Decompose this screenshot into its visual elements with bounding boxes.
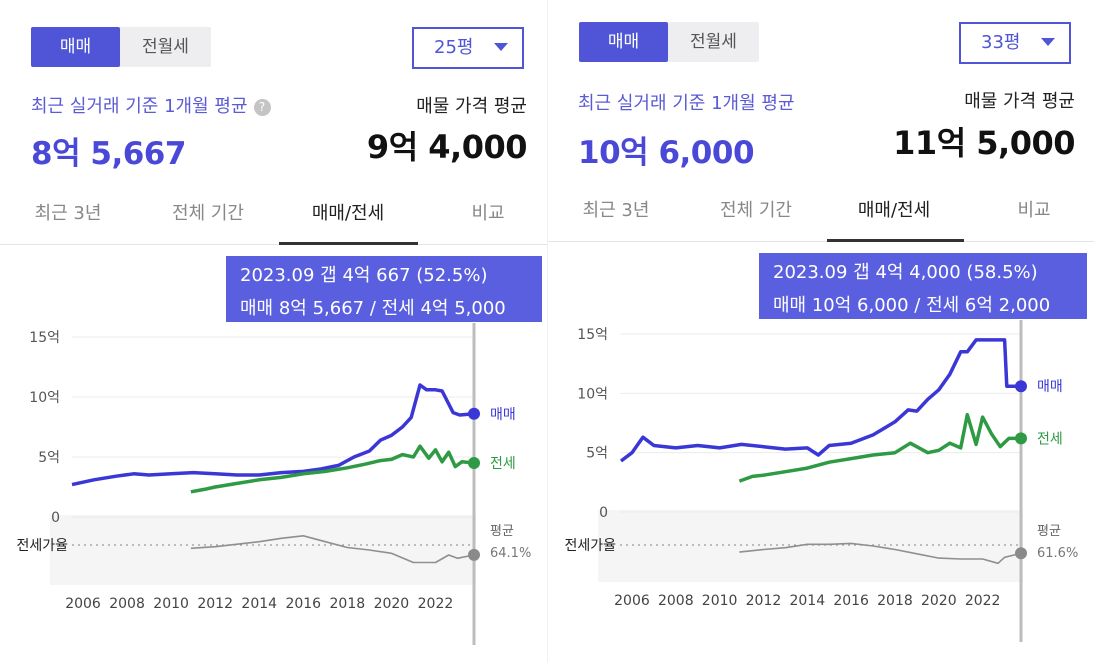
tab-recent-3y[interactable]: 최근 3년 [34,203,102,224]
x-tick-label: 2012 [746,593,782,609]
recent-avg-label: 최근 실거래 기준 1개월 평균 [578,89,795,115]
jeonse-end-label: 전세 [490,456,516,472]
x-tick-label: 2018 [877,593,913,609]
tab-compare[interactable]: 비교 [1017,200,1051,221]
size-select-value: 25평 [434,37,474,58]
ratio-band [598,510,1023,582]
x-tick-label: 2020 [374,596,410,612]
size-select[interactable]: 25평 [412,27,524,69]
ratio-end-value: 61.6% [1037,546,1078,561]
ratio-end-value: 64.1% [490,546,531,561]
recent-avg-label: 최근 실거래 기준 1개월 평균? [31,92,271,118]
x-tick-label: 2010 [153,596,189,612]
y-tick-label: 0 [599,505,608,521]
series-jeonse-line [190,444,475,494]
tab-rent[interactable]: 전월세 [142,37,189,57]
x-tick-label: 2022 [418,596,454,612]
active-tab-underline [827,239,964,242]
y-tick-label: 5억 [586,446,608,462]
y-tick-label: 15억 [577,327,608,343]
ratio-axis-label: 전세가율 [16,538,68,554]
tooltip-line-2: 매매 10억 6,000 / 전세 6억 2,000 [773,295,1051,316]
y-tick-label: 5억 [38,450,60,466]
sale-end-label: 매매 [1037,379,1063,395]
panel-33: 매매 전월세 33평 최근 실거래 기준 1개월 평균 10억 6,000 매물… [547,0,1094,662]
series-ratio-line [190,534,475,564]
series-ratio-point [1015,547,1027,560]
trade-type-toggle: 매매 전월세 [579,22,759,62]
tab-sale[interactable]: 매매 [31,27,120,67]
ratio-axis-label: 전세가율 [564,538,616,554]
chevron-down-icon [494,43,508,51]
tab-all-period[interactable]: 전체 기간 [172,203,244,224]
listing-avg-label: 매물 가격 평균 [416,96,527,117]
series-jeonse-point [468,457,480,469]
listing-avg-value: 11억 5,000 [893,124,1075,162]
sale-end-label: 매매 [490,407,516,423]
panel-25: 매매 전월세 25평 최근 실거래 기준 1개월 평균? 8억 5,667 매물… [0,27,547,662]
trade-type-toggle: 매매 전월세 [31,27,211,67]
y-tick-label: 10억 [577,386,608,402]
y-tick-label: 0 [51,510,60,526]
tooltip-line-2: 매매 8억 5,667 / 전세 4억 5,000 [240,298,506,319]
x-tick-label: 2020 [921,593,957,609]
size-select[interactable]: 33평 [959,22,1071,64]
ratio-band [50,515,476,585]
price-chart-25[interactable]: 15억 10억 5억 0 2006 2008 2010 2012 2014 2016 2018 202… [0,245,547,662]
series-sale-line [619,338,1021,463]
tab-sale-jeonse[interactable]: 매매/전세 [857,200,931,221]
x-tick-label: 2008 [109,596,145,612]
series-sale-point [1015,380,1027,393]
x-tick-label: 2006 [65,596,101,612]
listing-avg-label: 매물 가격 평균 [964,91,1075,112]
x-tick-label: 2010 [702,593,738,609]
tab-recent-3y[interactable]: 최근 3년 [582,200,650,221]
jeonse-end-label: 전세 [1037,431,1063,447]
recent-avg-label-text: 최근 실거래 기준 1개월 평균 [578,93,795,114]
series-sale-point [468,407,480,420]
chart-tooltip: 2023.09 갭 4억 667 (52.5%) 매매 8억 5,667 / 전… [226,256,542,322]
series-jeonse-point [1015,432,1027,445]
tab-rent[interactable]: 전월세 [690,32,737,52]
chart-tooltip: 2023.09 갭 4억 4,000 (58.5%) 매매 10억 6,000 … [759,253,1087,319]
x-tick-label: 2016 [833,593,869,609]
x-tick-label: 2014 [789,593,825,609]
series-ratio-point [468,548,480,561]
x-tick-label: 2012 [197,596,233,612]
period-tabs: 최근 3년 전체 기간 매매/전세 비교 [0,188,547,245]
listing-avg-value: 9억 4,000 [366,128,528,166]
x-tick-label: 2018 [330,596,366,612]
series-ratio-line [739,542,1022,565]
x-tick-label: 2006 [614,593,650,609]
tab-all-period[interactable]: 전체 기간 [720,200,792,221]
x-tick-label: 2016 [285,596,321,612]
x-tick-label: 2008 [658,593,694,609]
ratio-end-label: 평균 [490,524,514,539]
tooltip-line-1: 2023.09 갭 4억 4,000 (58.5%) [773,262,1038,283]
ratio-end-label: 평균 [1037,524,1061,539]
price-chart-33[interactable]: 15억 10억 5억 0 2006 2008 2010 2012 2014 2016 2018 202… [548,242,1094,659]
chevron-down-icon [1041,38,1055,46]
tab-sale[interactable]: 매매 [579,22,668,62]
series-jeonse-line [738,412,1021,483]
recent-avg-value: 8억 5,667 [31,136,186,172]
active-tab-underline [279,242,418,245]
recent-avg-label-text: 최근 실거래 기준 1개월 평균 [31,96,248,117]
series-sale-line [71,383,475,487]
tooltip-line-1: 2023.09 갭 4억 667 (52.5%) [240,265,488,286]
tab-sale-jeonse[interactable]: 매매/전세 [311,203,385,224]
period-tabs: 최근 3년 전체 기간 매매/전세 비교 [548,185,1094,242]
tab-compare[interactable]: 비교 [471,203,505,224]
y-tick-label: 15억 [29,330,60,346]
size-select-value: 33평 [981,32,1021,53]
x-tick-label: 2022 [965,593,1001,609]
help-icon[interactable]: ? [253,99,271,116]
x-tick-label: 2014 [241,596,277,612]
y-tick-label: 10억 [29,390,60,406]
recent-avg-value: 10억 6,000 [578,135,755,171]
